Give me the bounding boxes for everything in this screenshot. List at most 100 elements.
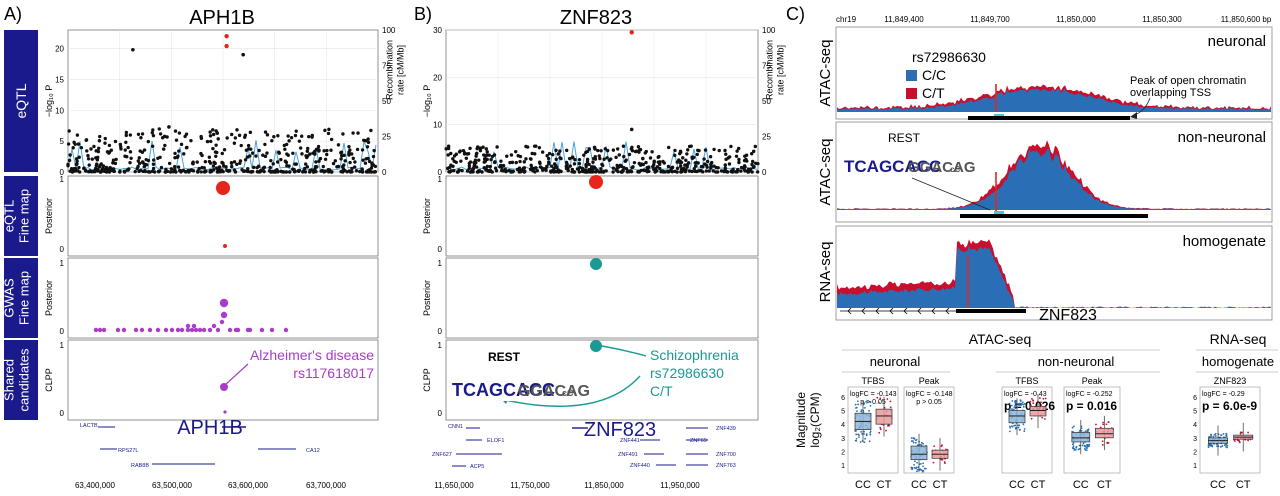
boxplot-ylabel: Magnitude log₂(CPM) (794, 392, 822, 448)
eqtl-point (329, 148, 333, 152)
eqtl-point (233, 136, 238, 140)
eqtl-point (90, 157, 95, 161)
eqtl-point (532, 144, 537, 148)
box-point (1087, 445, 1090, 447)
eqtl-point (571, 155, 575, 160)
eqtl-point (249, 147, 253, 151)
box-point (915, 466, 918, 469)
eqtl-point (146, 139, 151, 144)
eqtl-lead-point (224, 43, 229, 49)
eqtl-point (518, 159, 522, 164)
box-point (869, 405, 872, 407)
box-point (921, 469, 923, 472)
box-point (855, 439, 858, 442)
eqtl-point (124, 133, 128, 138)
eqtl-point (92, 144, 96, 149)
eqtl-point (552, 166, 556, 171)
eqtl-point (300, 152, 304, 156)
panel-a-eqtl-finemap: Posterior 1 0 (44, 175, 379, 257)
eqtl-point (484, 168, 488, 172)
box-point (863, 402, 866, 405)
eqtl-point (140, 160, 145, 164)
eqtl-point (446, 153, 450, 157)
eqtl-point (142, 164, 146, 169)
eqtl-point (174, 138, 179, 142)
eqtl-point (79, 145, 84, 150)
eqtl-point (297, 139, 302, 143)
box-point (856, 400, 859, 403)
box-point (1102, 421, 1104, 424)
box-point (1030, 417, 1033, 420)
eqtl-point (179, 142, 184, 147)
box-point (1208, 436, 1211, 438)
eqtl-point (652, 160, 656, 165)
box-point (1031, 398, 1033, 400)
box-point (889, 400, 892, 403)
eqtl-point (97, 139, 102, 143)
box-point (1107, 421, 1110, 424)
eqtl-point (310, 133, 314, 138)
eqtl-point (650, 150, 654, 154)
eqtl-point (268, 165, 272, 170)
eqtl-point (151, 128, 155, 132)
eqtl-point (464, 156, 469, 161)
eqtl-point (157, 127, 161, 131)
eqtl-point (692, 155, 696, 160)
eqtl-point (673, 153, 677, 158)
eqtl-point (739, 165, 744, 170)
x-tick: 11,849,400 (884, 15, 924, 24)
box-point (911, 468, 913, 471)
eqtl-point (96, 167, 100, 171)
eqtl-point (147, 170, 151, 174)
track-neuronal: ATAC-seq neuronal rs72986630 C/C C/T Pea… (817, 26, 1273, 120)
eqtl-point (214, 154, 218, 158)
eqtl-point (203, 169, 207, 174)
eqtl-point (567, 156, 572, 161)
box-point (1241, 431, 1243, 434)
eqtl-point (509, 153, 514, 157)
panel-a-recomb-label: Recombination rate [cM/Mb] (385, 40, 406, 100)
eqtl-point (714, 170, 718, 174)
eqtl-point (143, 169, 148, 174)
eqtl-point (566, 168, 570, 173)
box-y-tick: 1 (841, 463, 845, 470)
eqtl-point (163, 170, 167, 174)
eqtl-point (749, 152, 754, 156)
boxplot-stat: logFC = -0.43 (1004, 391, 1047, 398)
snp-label: rs72986630 (912, 49, 986, 65)
boxplot-title: Peak (1082, 376, 1103, 386)
eqtl-point (564, 160, 569, 165)
eqtl-point (637, 161, 641, 166)
eqtl-point (537, 145, 542, 150)
eqtl-point (577, 157, 582, 162)
eqtl-point (666, 164, 671, 169)
eqtl-point (633, 149, 638, 154)
box-point (1216, 445, 1218, 448)
panel-b-shared: CLPP 1 0 Schizophrenia rs72986630 C/T RE… (422, 339, 759, 421)
clpp-label: CLPP (422, 368, 432, 392)
legend-cc: C/C (922, 67, 946, 83)
eqtl-point (189, 168, 194, 172)
box-point (1022, 423, 1025, 426)
eqtl-point (370, 161, 374, 165)
box-point (912, 437, 915, 440)
eqtl-point (585, 159, 590, 164)
focus-gene-label: APH1B (177, 417, 243, 439)
eqtl-point (107, 143, 112, 148)
eqtl-point (577, 170, 582, 174)
boxplot-stat: logFC = -0.252 (1066, 391, 1113, 398)
gwas-lead-point (219, 298, 229, 308)
eqtl-point (214, 143, 218, 147)
box-point (1010, 408, 1013, 410)
eqtl-point (151, 133, 156, 138)
eqtl-point (151, 158, 156, 162)
gwas-point (147, 327, 153, 333)
box-point (1071, 447, 1074, 450)
box-category: CT (1031, 479, 1046, 491)
eqtl-point (489, 157, 493, 162)
box-cc (1008, 410, 1026, 424)
eqtl-point (354, 169, 359, 173)
eqtl-point (365, 145, 370, 149)
eqtl-point (123, 148, 127, 152)
